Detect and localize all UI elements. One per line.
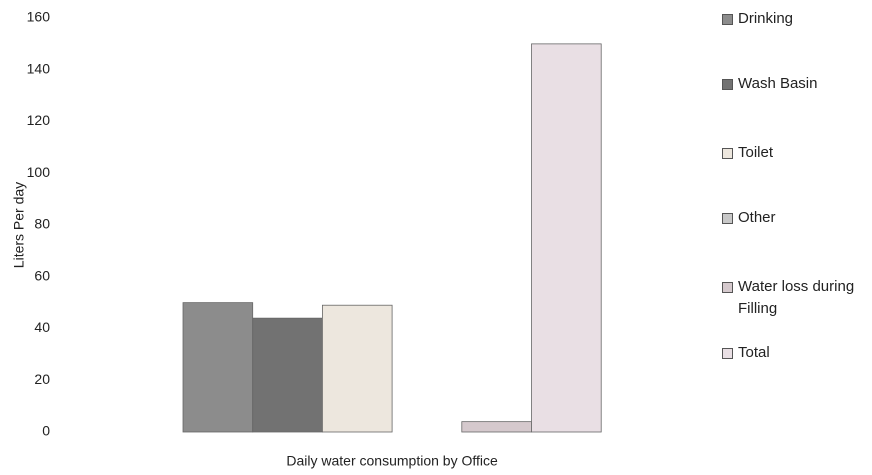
bar xyxy=(321,304,393,433)
y-tick-label: 120 xyxy=(27,112,51,128)
legend-item: Other xyxy=(722,207,867,229)
legend-item: Water loss during Filling xyxy=(722,276,867,320)
bar xyxy=(182,302,254,433)
y-tick-label: 0 xyxy=(42,423,50,439)
legend-label: Wash Basin xyxy=(738,75,818,92)
bar xyxy=(461,421,532,433)
y-tick-label: 40 xyxy=(34,319,50,335)
y-tick-label: 100 xyxy=(27,164,51,180)
legend-swatch xyxy=(722,282,733,293)
legend-label: Other xyxy=(738,209,776,226)
legend-swatch xyxy=(722,348,733,359)
legend-swatch xyxy=(722,79,733,90)
y-tick-label: 20 xyxy=(34,371,50,387)
legend-label: Water loss during Filling xyxy=(738,278,855,317)
y-tick-label: 160 xyxy=(27,9,51,25)
legend-item: Drinking xyxy=(722,8,867,30)
y-tick-label: 140 xyxy=(27,60,51,76)
legend-swatch xyxy=(722,14,733,25)
y-axis-label: Liters Per day xyxy=(11,182,27,268)
legend-label: Toilet xyxy=(738,144,774,161)
bar xyxy=(252,317,323,433)
legend-label: Total xyxy=(738,344,770,361)
y-tick-label: 60 xyxy=(34,267,50,283)
bar xyxy=(531,43,602,433)
legend-label: Drinking xyxy=(738,10,794,27)
legend-swatch xyxy=(722,213,733,224)
legend-item: Toilet xyxy=(722,142,867,164)
legend-item: Wash Basin xyxy=(722,73,867,95)
legend-swatch xyxy=(722,148,733,159)
x-tick-label: Daily water consumption by Office xyxy=(286,453,498,469)
legend-item: Total xyxy=(722,342,867,364)
y-tick-label: 80 xyxy=(34,216,50,232)
